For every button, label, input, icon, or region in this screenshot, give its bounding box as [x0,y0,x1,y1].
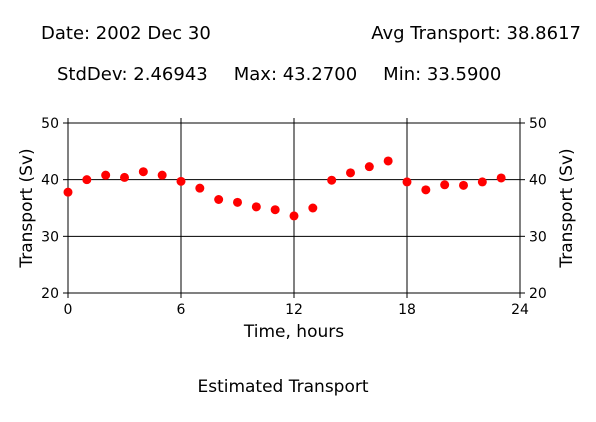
data-point [308,203,318,213]
data-point [346,168,355,178]
x-tick-label: 24 [511,302,529,318]
data-point [63,187,73,197]
avg-transport-label: Avg Transport: 38.8617 [371,23,581,44]
y-tick-label-right: 30 [529,229,547,245]
data-point [459,180,468,190]
data-point [233,197,242,207]
data-point [157,170,167,180]
y-tick-label-left: 50 [41,116,59,132]
data-points [63,156,506,221]
data-point [364,162,374,172]
data-point [176,176,186,186]
data-point [327,175,337,185]
x-tick-label: 0 [64,302,73,318]
chart-caption: Estimated Transport [197,377,368,397]
data-point [214,195,224,204]
y-tick-label-right: 40 [529,173,547,189]
data-point [477,177,487,187]
y-axis-title-right: Transport (Sv) [557,148,577,268]
data-point [383,156,393,166]
y-tick-label-right: 20 [529,286,547,302]
data-point [120,172,129,182]
date-label: Date: 2002 Dec 30 [41,23,211,44]
data-point [421,185,431,195]
min-label: Min: 33.5900 [383,64,502,85]
data-point [402,177,412,187]
y-tick-label-left: 30 [41,229,59,245]
data-point [101,170,111,180]
y-tick-label-left: 20 [41,286,59,302]
y-tick-label-right: 50 [529,116,547,132]
max-label: Max: 43.2700 [233,64,358,85]
data-point [195,183,205,193]
stats-line: StdDev: 2.46943 Max: 43.2700 Min: 33.5900 [57,64,527,85]
data-point [270,205,280,215]
data-point [289,211,299,221]
data-point [251,202,261,212]
stddev-label: StdDev: 2.46943 [57,64,208,85]
y-tick-label-left: 40 [41,173,59,189]
data-point [496,173,506,183]
grid-lines [68,123,520,293]
data-point [82,175,92,185]
x-tick-label: 18 [398,302,416,318]
x-tick-label: 12 [285,302,303,318]
data-point [138,167,148,177]
y-axis-title-left: Transport (Sv) [17,148,37,268]
x-tick-label: 6 [177,302,186,318]
data-point [440,180,450,190]
x-axis-title: Time, hours [243,322,344,342]
